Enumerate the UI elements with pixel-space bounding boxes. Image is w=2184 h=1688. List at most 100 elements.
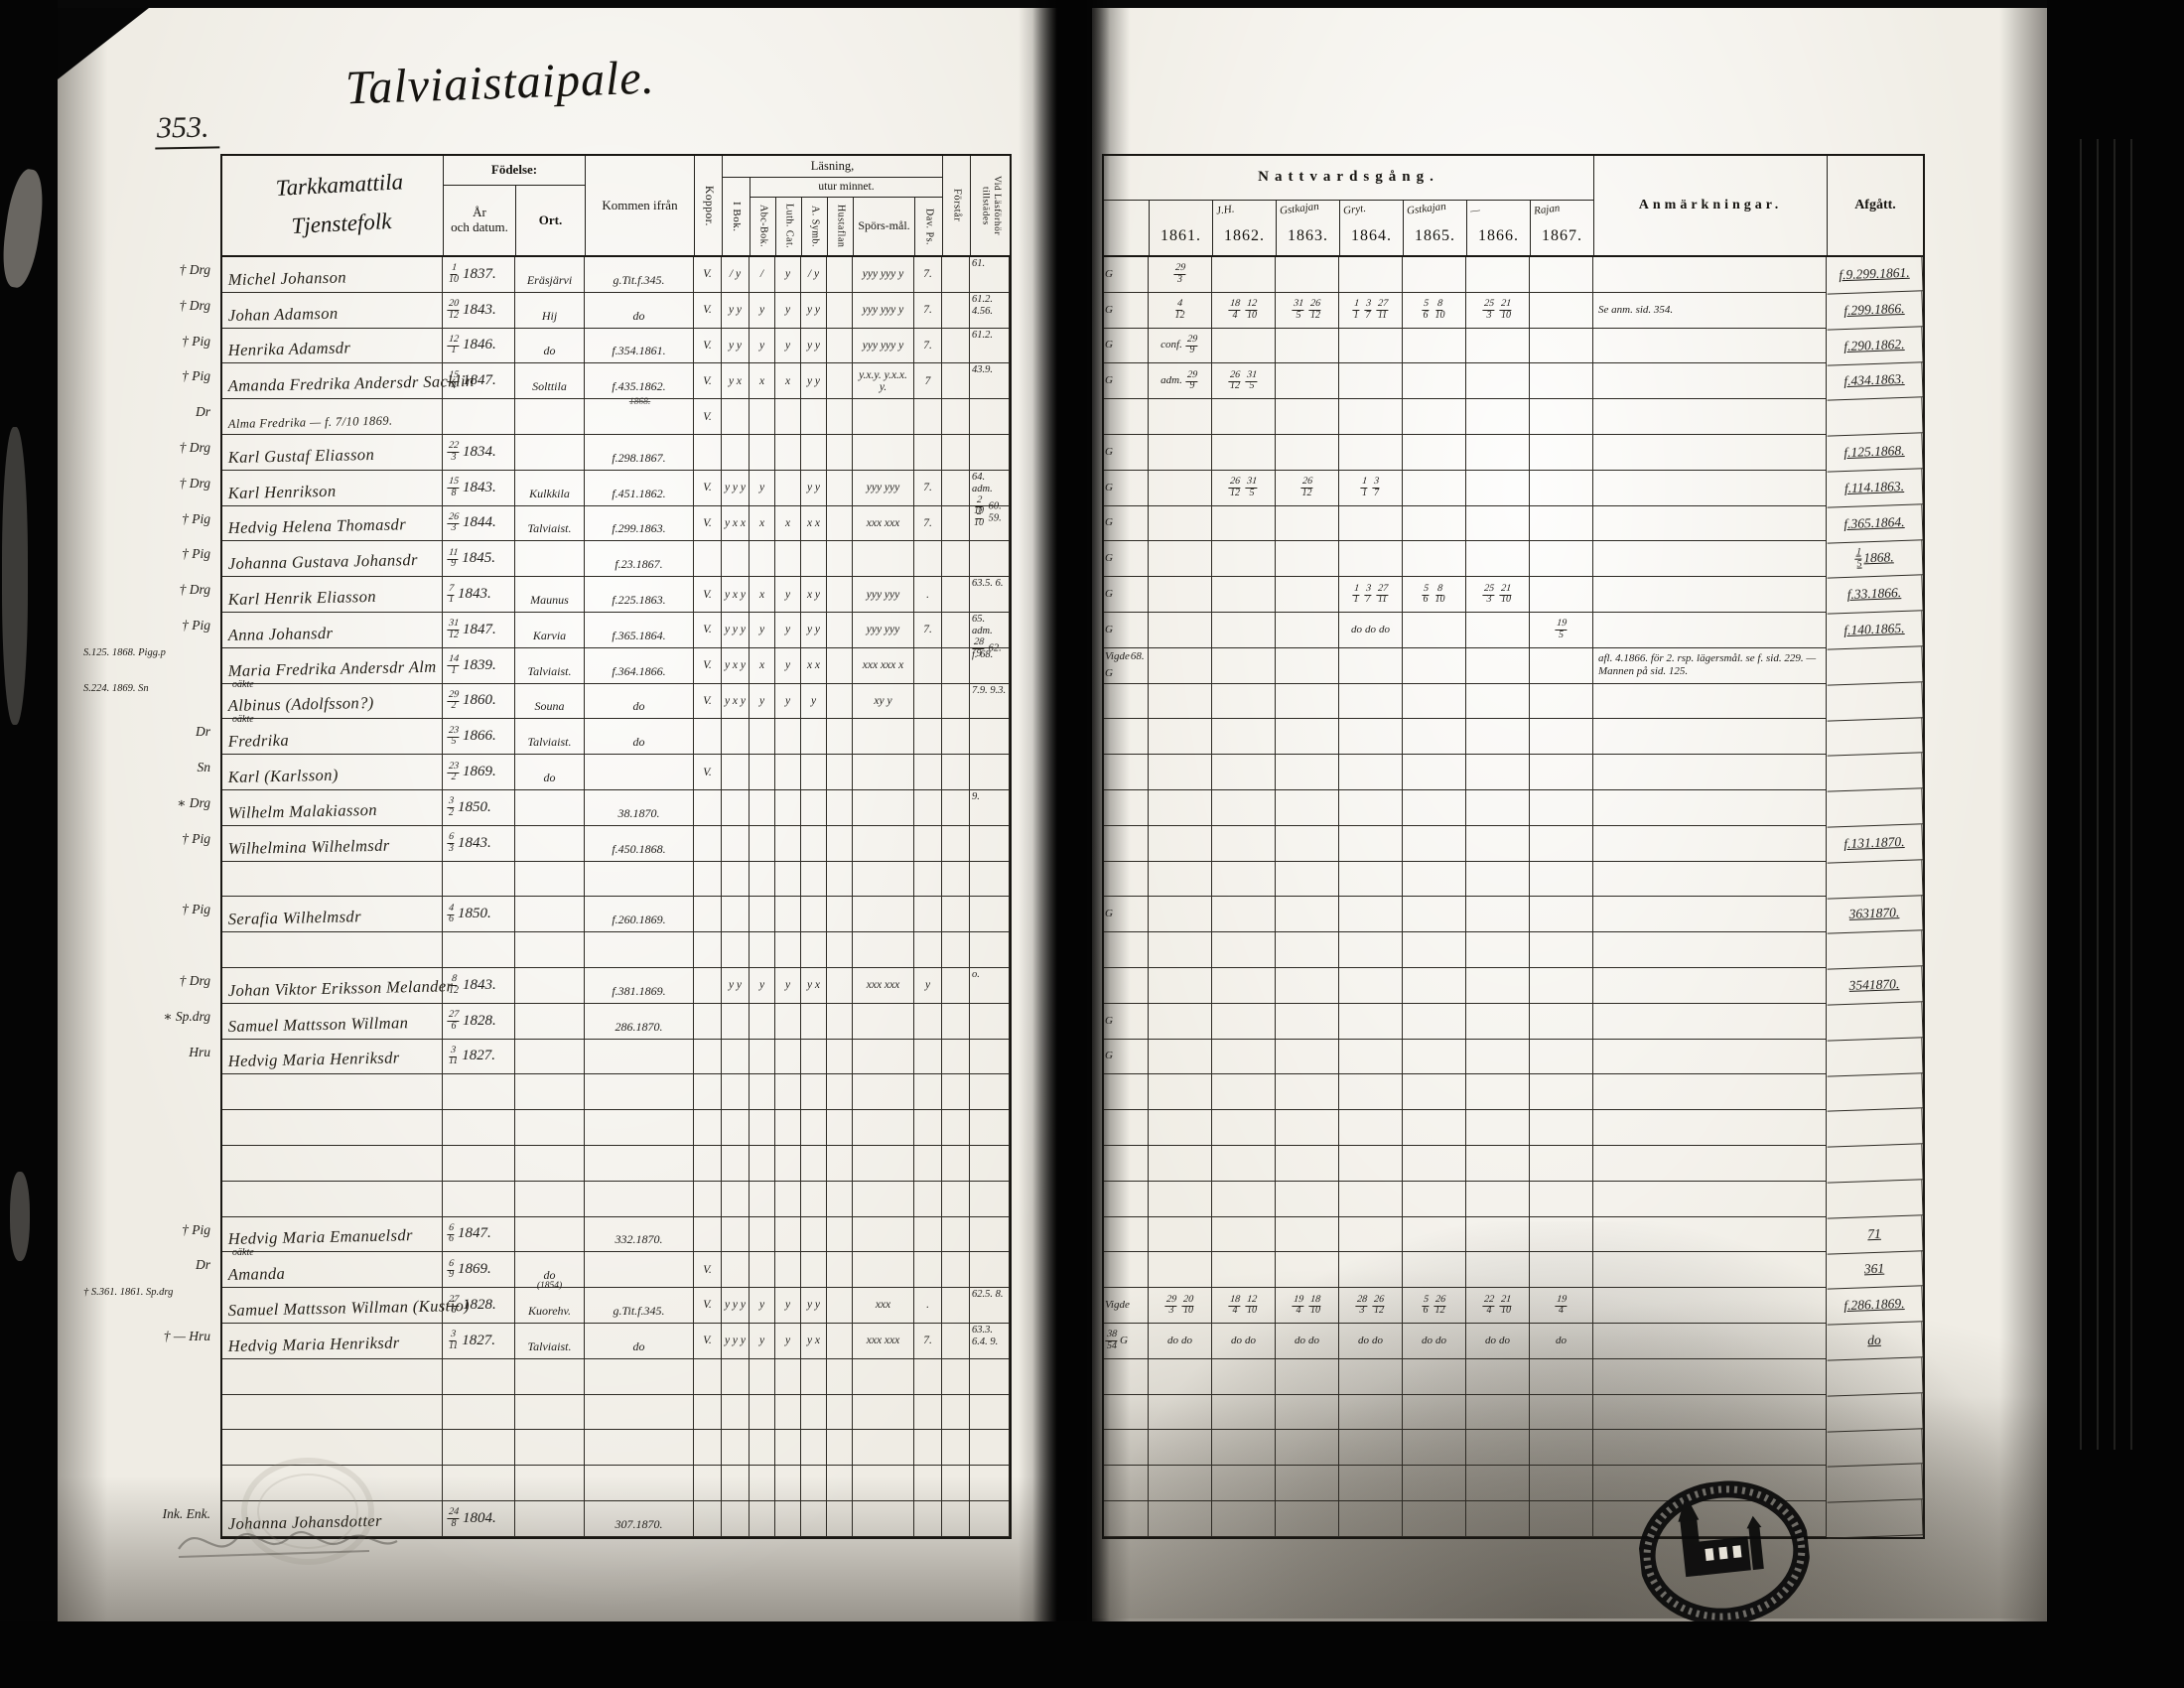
date-fraction: 27 11 [1375, 298, 1390, 321]
cell-i-bok: y y y [722, 612, 750, 648]
cell-kommen-ifran [585, 1394, 694, 1431]
year-header-1867: Rajan 1867. [1530, 201, 1593, 255]
kommen-value: f.381.1869. [612, 983, 666, 998]
handwritten-token: do [1499, 1334, 1510, 1346]
cell-communion-mark: G [1104, 328, 1149, 364]
cell-birth-place [515, 1430, 585, 1467]
fraction-numerator: 26 [1308, 298, 1322, 311]
cell-a-symb: y y [801, 363, 827, 400]
cell-communion-1866 [1466, 1500, 1530, 1537]
cell-communion-1862 [1212, 1500, 1276, 1537]
person-name: Hedvig Helena Thomasdr [227, 514, 407, 538]
cell-name [222, 1074, 443, 1111]
kommen-value: f.225.1863. [612, 592, 666, 607]
cell-communion-1861 [1149, 505, 1212, 542]
cell-tillstades [970, 1003, 1010, 1040]
fraction-denominator: 3 [451, 522, 457, 534]
cell-a-symb: y y [801, 328, 827, 364]
cell-kommen-ifran: 286.1870. [585, 1003, 694, 1040]
cell-tillstades [970, 719, 1010, 756]
cell-forstar [942, 470, 970, 506]
kommen-value: f.365.1864. [612, 628, 666, 642]
cell-a-symb: y [801, 683, 827, 720]
handwritten-token: 1870. [1868, 905, 1900, 921]
book-right-edge [2047, 0, 2184, 1688]
cell-a-symb: x x [801, 647, 827, 684]
cell-communion-1861 [1149, 755, 1212, 790]
cell-name: Karl Henrikson [222, 470, 443, 506]
cell-hustaflan [827, 363, 853, 400]
cell-communion-1867: 19 5 [1530, 612, 1593, 648]
cell-communion-1867 [1530, 1181, 1593, 1217]
handwritten-token: 4.56. [972, 305, 993, 317]
name-note: oäkte [232, 1247, 254, 1259]
cell-kommen-ifran: f.23.1867. [585, 541, 694, 578]
cell-anmarkning [1593, 1500, 1827, 1537]
fraction-denominator: 12 [1230, 487, 1240, 498]
fraction-denominator: 5 [451, 736, 457, 748]
cell-kommen-ifran [585, 861, 694, 898]
cell-koppor [694, 1110, 722, 1146]
cell-dav-ps [914, 932, 942, 968]
cell-communion-mark: G [1104, 505, 1149, 542]
cell-forstar [942, 789, 970, 826]
cell-communion-mark: G [1104, 257, 1149, 293]
cell-koppor [694, 897, 722, 933]
fraction-numerator: 4 [1175, 298, 1184, 311]
cell-abc-bok [750, 1500, 775, 1537]
cell-kommen-ifran: f.260.1869. [585, 897, 694, 933]
cell-i-bok [722, 719, 750, 756]
fraction-numerator: 8 [1435, 582, 1444, 596]
cell-birth-place [515, 1181, 585, 1217]
cell-communion-1867 [1530, 292, 1593, 329]
birth-place-header: Ort. [515, 186, 585, 255]
cell-anmarkning [1593, 434, 1827, 471]
birth-year: 1844. [463, 514, 496, 531]
fraction-denominator: 6 [451, 1305, 457, 1316]
year-note: — [1469, 204, 1481, 217]
cell-communion-1863 [1276, 683, 1339, 720]
handwritten-token: 354 [1848, 977, 1870, 994]
fraction-numerator: 12 [1245, 1293, 1259, 1306]
cell-birth-date [443, 932, 515, 968]
handwritten-token: 9. [990, 1336, 999, 1347]
cell-afgatt [1826, 1180, 1924, 1219]
cell-birth-place [515, 541, 585, 578]
margin-note: † — Hru [163, 1329, 210, 1343]
cell-a-symb: y y [801, 1288, 827, 1324]
handwritten-token: 62. [988, 642, 1002, 654]
cell-a-symb [801, 825, 827, 862]
left-table-header: Tarkkamattila Tjenstefolk Födelse: År oc… [222, 156, 1010, 257]
cell-sporsmal [853, 1252, 914, 1289]
book-gutter-shadow [1032, 0, 1110, 1688]
cell-forstar [942, 1074, 970, 1111]
handwritten-token: do [1308, 1334, 1319, 1346]
fraction-denominator: 3 [449, 842, 454, 854]
cell-communion-1862 [1212, 967, 1276, 1004]
cell-communion-mark [1104, 861, 1149, 898]
cell-communion-1862: 26 12 31 5 [1212, 470, 1276, 506]
cell-communion-1867 [1530, 434, 1593, 471]
fraction-denominator: 10 [1247, 1305, 1257, 1316]
handwritten-token: o. [972, 968, 980, 980]
cell-communion-1862 [1212, 1358, 1276, 1395]
cell-a-symb [801, 1500, 827, 1537]
cell-communion-1865 [1403, 1500, 1466, 1537]
cell-communion-1865 [1403, 399, 1466, 435]
cell-abc-bok: y [750, 1288, 775, 1324]
cell-communion-1862 [1212, 1181, 1276, 1217]
cell-hustaflan [827, 683, 853, 720]
cell-a-symb [801, 399, 827, 435]
fraction-denominator: 8 [451, 487, 457, 498]
cell-communion-1866 [1466, 683, 1530, 720]
fraction-denominator: 11 [449, 1055, 459, 1067]
cell-luth-cat [775, 1394, 801, 1431]
cell-sporsmal [853, 541, 914, 578]
cell-communion-1865 [1403, 1216, 1466, 1253]
handwritten-token: 7.9. [972, 684, 988, 696]
cell-kommen-ifran [585, 1466, 694, 1501]
cell-communion-1865 [1403, 541, 1466, 578]
cell-kommen-ifran [585, 399, 694, 435]
